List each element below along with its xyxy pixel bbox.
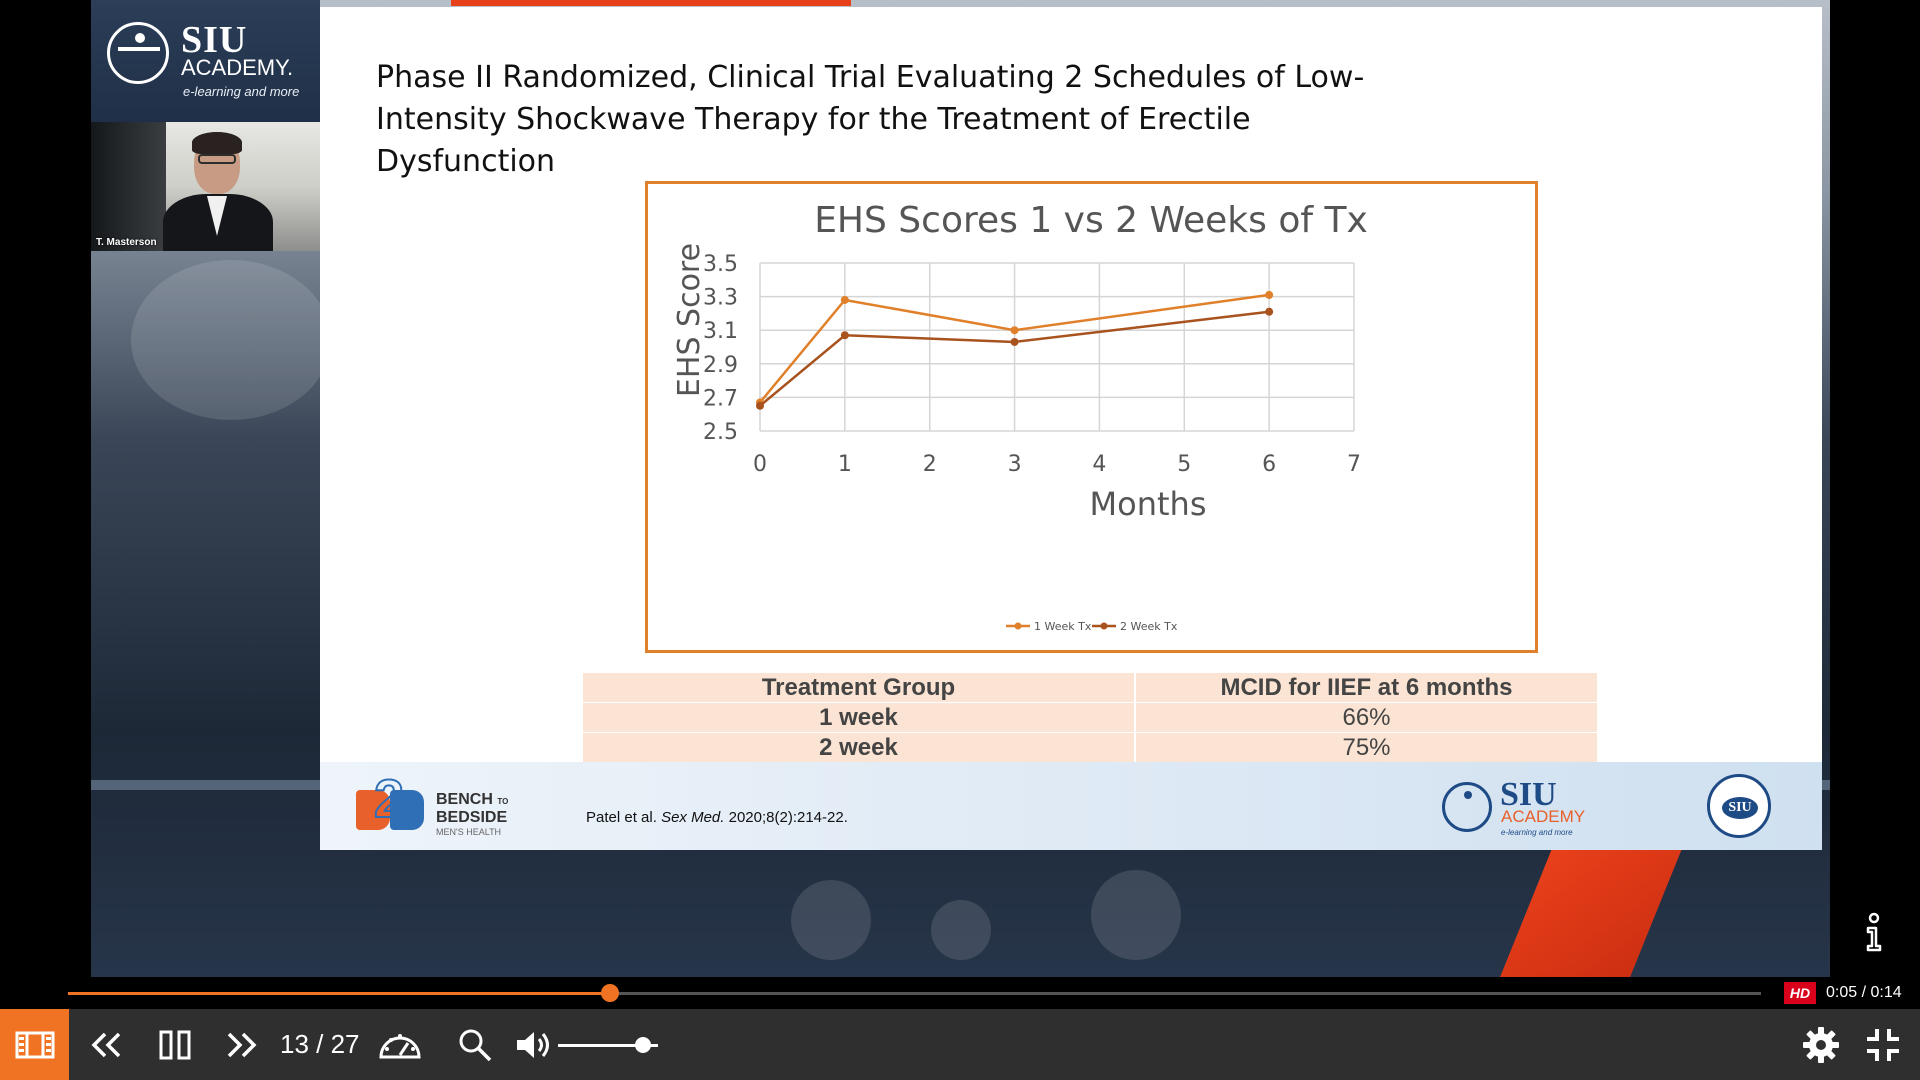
citation: Patel et al. Sex Med. 2020;8(2):214-22. (586, 809, 848, 826)
next-slide-button[interactable] (216, 1009, 266, 1080)
x-tick-label: 4 (1092, 452, 1106, 477)
y-tick-label: 3.5 (703, 252, 738, 277)
x-tick-label: 0 (753, 452, 767, 477)
volume-icon (517, 1031, 549, 1058)
siu-academy-logo: SIU ACADEMY. e-learning and more (91, 0, 320, 122)
y-tick-label: 3.3 (703, 286, 738, 311)
siu-footer-academy: ACADEMY (1501, 807, 1586, 826)
vitruvian-logo-icon (107, 22, 169, 84)
previous-slide-button[interactable] (82, 1009, 132, 1080)
table-header-cell: MCID for IIEF at 6 months (1220, 674, 1513, 701)
ehs-chart: EHS Scores 1 vs 2 Weeks of Tx EHS Score … (645, 181, 1538, 653)
y-tick-label: 2.9 (703, 353, 738, 378)
data-point (1010, 326, 1019, 335)
y-tick-label: 3.1 (703, 319, 738, 344)
slide-counter: 13 / 27 (280, 1029, 360, 1059)
y-tick-label: 2.7 (703, 386, 738, 411)
gear-icon (1803, 1026, 1839, 1063)
y-tick-label: 2.5 (703, 420, 738, 445)
legend-label: 2 Week Tx (1120, 620, 1178, 633)
b2b-logo-text: BENCH TO BEDSIDE (436, 792, 508, 826)
hd-badge[interactable]: HD (1784, 982, 1816, 1004)
progress-thumb[interactable] (600, 984, 619, 1002)
x-tick-label: 6 (1262, 452, 1276, 477)
citation-authors: Patel et al. (586, 809, 657, 826)
table-row: 2 week 75% (583, 733, 1597, 762)
mcid-table: Treatment Group MCID for IIEF at 6 month… (583, 673, 1597, 763)
search-button[interactable] (450, 1009, 500, 1080)
x-tick-label: 5 (1177, 452, 1191, 477)
siu-logo-academy: ACADEMY. (181, 55, 294, 80)
pause-button[interactable] (150, 1009, 200, 1080)
legend-label: 1 Week Tx (1034, 620, 1092, 633)
x-tick-label: 2 (923, 452, 937, 477)
siu-footer-logo-icon (1442, 782, 1492, 832)
b2b-to: TO (497, 797, 509, 806)
progress-bar[interactable] (68, 984, 1761, 1002)
presentation-slide: Phase II Randomized, Clinical Trial Eval… (320, 7, 1822, 850)
chevron-double-left-icon (91, 1032, 121, 1057)
data-point (840, 295, 849, 304)
data-point (1265, 290, 1274, 299)
data-point (1010, 337, 1019, 346)
data-point (756, 401, 764, 410)
exit-fullscreen-icon (1867, 1028, 1899, 1061)
x-tick-label: 7 (1347, 452, 1361, 477)
table-row: 1 week 66% (583, 703, 1597, 732)
filmstrip-icon (15, 1031, 54, 1058)
b2b-bench: BENCH (436, 791, 493, 808)
slide-title: Phase II Randomized, Clinical Trial Eval… (376, 60, 1365, 179)
table-cell: 1 week (583, 703, 1136, 732)
presenter-name: T. Masterson (96, 237, 157, 248)
progress-row: HD 0:05 / 0:14 (0, 977, 1920, 1009)
volume-button[interactable] (510, 1009, 558, 1080)
chart-y-axis-label: EHS Score (672, 243, 707, 397)
settings-button[interactable] (1796, 1009, 1846, 1080)
siu-footer-tagline: e-learning and more (1501, 828, 1573, 837)
series-line-1 (759, 293, 1270, 404)
table-cell: 66% (1342, 704, 1391, 731)
ehs-line-chart: EHS Scores 1 vs 2 Weeks of Tx EHS Score … (672, 200, 1368, 633)
info-icon[interactable] (1862, 912, 1886, 952)
table-header-row: Treatment Group MCID for IIEF at 6 month… (583, 673, 1597, 702)
table-cell: 2 week (583, 733, 1136, 762)
data-point (1265, 307, 1274, 316)
progress-fill (68, 992, 610, 995)
presenter-webcam: T. Masterson (91, 122, 320, 251)
data-point (840, 331, 849, 340)
siu-logo-tagline: e-learning and more (183, 84, 300, 99)
legend-marker (1100, 622, 1108, 630)
search-icon (459, 1029, 492, 1061)
speedometer-icon (379, 1033, 421, 1058)
siu-footer-name: SIU (1500, 776, 1557, 813)
control-bar: 13 / 27 (0, 1009, 1920, 1080)
b2b-mens-health: MEN'S HEALTH (436, 827, 502, 837)
table-cell: 75% (1342, 734, 1391, 761)
x-tick-label: 3 (1008, 452, 1022, 477)
exit-fullscreen-button[interactable] (1858, 1009, 1908, 1080)
volume-knob[interactable] (635, 1037, 651, 1053)
chart-x-axis-label: Months (1090, 485, 1207, 523)
volume-slider[interactable] (558, 1037, 658, 1053)
citation-reference: 2020;8(2):214-22. (728, 809, 848, 826)
time-display: 0:05 / 0:14 (1826, 984, 1902, 1001)
citation-journal: Sex Med. (661, 809, 725, 826)
chevron-double-right-icon (227, 1032, 257, 1057)
filmstrip-button[interactable] (0, 1009, 69, 1080)
legend-marker (1014, 622, 1022, 630)
bench-to-bedside-logo: 2 (356, 768, 426, 836)
playback-speed-button[interactable] (372, 1009, 428, 1080)
siu-logo-name: SIU (181, 19, 248, 61)
x-tick-label: 1 (838, 452, 852, 477)
table-header-cell: Treatment Group (583, 673, 1136, 702)
chart-title: EHS Scores 1 vs 2 Weeks of Tx (814, 200, 1368, 241)
slide-footer: 2 BENCH TO BEDSIDE MEN'S HEALTH Patel et… (320, 762, 1822, 850)
series-line-2 (759, 310, 1270, 407)
pause-icon (159, 1030, 191, 1059)
siu-seal-logo: SIU (1707, 774, 1771, 838)
siu-seal-text: SIU (1722, 797, 1758, 819)
b2b-bedside: BEDSIDE (436, 809, 508, 826)
